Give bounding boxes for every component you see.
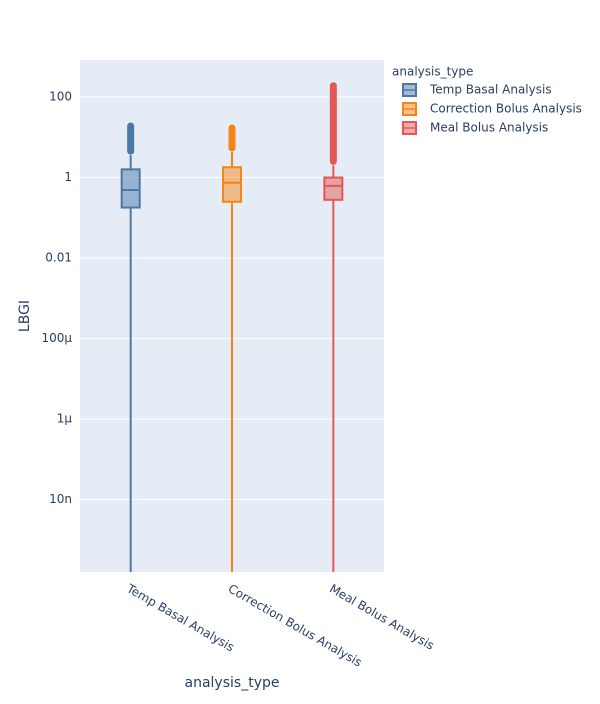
x-tick-label: Temp Basal Analysis	[124, 581, 237, 654]
y-tick-label: 10n	[49, 492, 72, 506]
legend-title: analysis_type	[392, 65, 473, 79]
y-tick-label: 100	[49, 90, 72, 104]
y-tick-label: 100µ	[41, 331, 72, 345]
boxes	[120, 82, 344, 572]
box	[222, 166, 242, 203]
y-tick-label: 0.01	[45, 251, 72, 265]
legend-label: Meal Bolus Analysis	[430, 121, 548, 135]
y-axis-title: LBGI	[17, 300, 33, 332]
box	[323, 176, 344, 201]
legend-label: Temp Basal Analysis	[429, 83, 552, 97]
y-tick-label: 1	[64, 170, 72, 184]
legend-label: Correction Bolus Analysis	[430, 102, 582, 116]
y-tick-label: 1µ	[57, 412, 73, 426]
box	[120, 168, 141, 209]
x-axis-title: analysis_type	[185, 675, 280, 691]
x-tick-label: Meal Bolus Analysis	[327, 582, 436, 653]
